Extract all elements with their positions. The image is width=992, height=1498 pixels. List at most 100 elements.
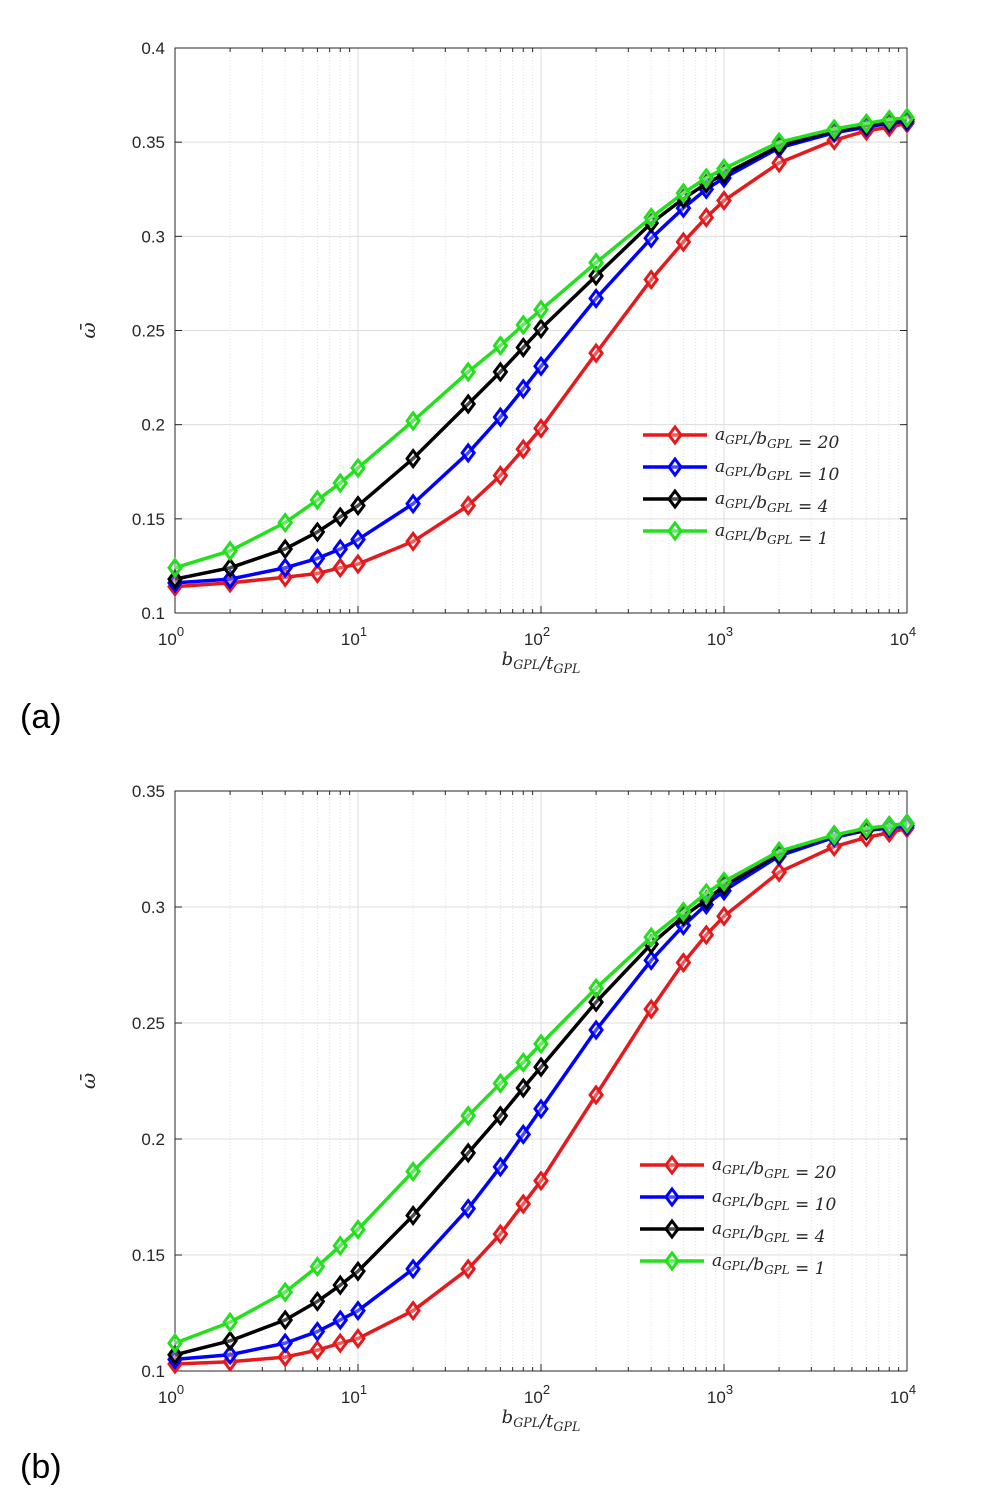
data-point-marker xyxy=(858,817,875,839)
data-point-marker xyxy=(405,1258,421,1280)
data-point-marker xyxy=(460,393,477,415)
legend-label: aGPL/bGPL = 4 xyxy=(712,1219,825,1247)
data-point-marker xyxy=(332,472,349,494)
data-point-marker xyxy=(771,840,787,862)
data-point-marker xyxy=(533,1033,549,1055)
subscript: GPL xyxy=(553,1419,580,1434)
legend-marker xyxy=(667,456,683,478)
data-point-marker xyxy=(643,926,660,948)
data-point-marker xyxy=(350,1218,366,1240)
text-part: = 10 xyxy=(790,1195,837,1215)
legend-label: aGPL/bGPL = 20 xyxy=(712,1155,836,1183)
data-point-marker xyxy=(826,824,843,846)
data-point-marker xyxy=(515,378,532,400)
legend-marker xyxy=(667,424,683,446)
series-line xyxy=(174,119,908,585)
data-point-marker xyxy=(222,1330,238,1352)
text-part: = 1 xyxy=(790,1259,826,1279)
tick-base: 10 xyxy=(158,630,177,649)
legend-marker xyxy=(664,1250,680,1272)
data-point-marker xyxy=(588,991,604,1013)
data-point-marker xyxy=(277,1346,294,1368)
data-point-marker xyxy=(643,227,660,249)
series-line xyxy=(174,115,908,570)
tick-exponent: 1 xyxy=(360,624,367,639)
data-point-marker xyxy=(515,314,532,336)
text-part: /b xyxy=(746,1159,765,1179)
legend-label: aGPL/bGPL = 1 xyxy=(715,521,828,549)
subscript: GPL xyxy=(767,437,792,451)
data-point-marker xyxy=(309,562,326,584)
text-part: a xyxy=(712,1155,722,1175)
data-point-marker xyxy=(350,1328,366,1350)
data-point-marker xyxy=(332,1274,349,1296)
text-part: /b xyxy=(746,1191,765,1211)
text-part: a xyxy=(715,457,725,477)
data-point-marker xyxy=(332,506,349,528)
data-point-marker xyxy=(309,1339,326,1361)
series-line xyxy=(174,826,908,1366)
tick-exponent: 1 xyxy=(360,1382,367,1397)
series-line xyxy=(174,117,908,581)
y-tick-label: 0.1 xyxy=(141,604,165,623)
data-point-marker xyxy=(716,190,732,212)
data-point-marker xyxy=(771,131,787,153)
data-point-marker xyxy=(492,361,509,383)
subscript: GPL xyxy=(722,1259,747,1273)
data-point-marker xyxy=(716,870,732,892)
data-point-marker xyxy=(309,1321,326,1343)
data-point-marker xyxy=(460,442,477,464)
data-point-marker xyxy=(350,529,366,551)
data-point-marker xyxy=(350,457,366,479)
data-point-marker xyxy=(460,1198,477,1220)
text-part: = 10 xyxy=(793,465,840,485)
data-point-marker xyxy=(222,557,238,579)
data-point-marker xyxy=(716,905,732,927)
text-part: = 4 xyxy=(790,1227,826,1247)
data-point-marker xyxy=(350,1260,366,1282)
tick-exponent: 0 xyxy=(177,1382,184,1397)
data-point-marker xyxy=(826,118,843,140)
data-point-marker xyxy=(350,1300,366,1322)
tick-exponent: 4 xyxy=(909,624,916,639)
subscript: GPL xyxy=(725,465,750,479)
data-point-marker xyxy=(492,335,509,357)
data-point-marker xyxy=(675,901,692,923)
subscript: GPL xyxy=(513,657,540,672)
data-point-marker xyxy=(675,952,692,974)
data-point-marker xyxy=(405,530,421,552)
data-point-marker xyxy=(643,998,660,1020)
data-point-marker xyxy=(698,924,715,946)
text-part: = 1 xyxy=(793,529,829,549)
data-point-marker xyxy=(643,269,660,291)
data-point-marker xyxy=(309,1290,326,1312)
subscript: GPL xyxy=(767,533,792,547)
subscript: GPL xyxy=(725,433,750,447)
subscript: GPL xyxy=(764,1199,789,1213)
text-part: /b xyxy=(746,1255,765,1275)
data-point-marker xyxy=(405,448,421,470)
legend-marker xyxy=(667,520,683,542)
x-axis-label: bGPL/tGPL xyxy=(502,649,581,676)
y-tick-label: 0.35 xyxy=(132,782,165,801)
text-part: a xyxy=(712,1219,722,1239)
subscript: GPL xyxy=(764,1167,789,1181)
data-point-marker xyxy=(492,1156,509,1178)
data-point-marker xyxy=(277,1281,294,1303)
data-point-marker xyxy=(698,207,715,228)
data-point-marker xyxy=(698,882,715,904)
x-axis-label: bGPL/tGPL xyxy=(502,1407,581,1434)
data-point-marker xyxy=(698,167,715,189)
data-point-marker xyxy=(405,1300,421,1322)
data-point-marker xyxy=(277,1332,294,1354)
x-tick-label: 104 xyxy=(890,624,916,649)
data-point-marker xyxy=(405,410,421,432)
x-tick-label: 102 xyxy=(524,624,550,649)
data-point-marker xyxy=(405,1160,421,1182)
data-point-marker xyxy=(588,287,604,309)
data-point-marker xyxy=(881,815,898,837)
data-point-marker xyxy=(588,342,604,364)
data-point-marker xyxy=(675,182,692,204)
data-point-marker xyxy=(460,1258,477,1280)
series-line xyxy=(174,821,908,1345)
